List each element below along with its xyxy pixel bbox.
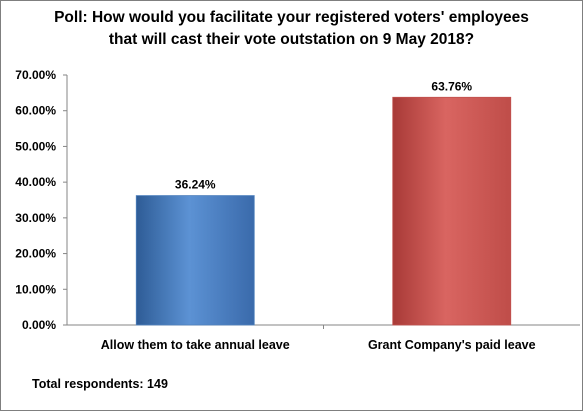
y-tick-label: 10.00% <box>15 282 56 296</box>
x-category-label: Grant Company's paid leave <box>368 338 536 352</box>
bar-value-label: 63.76% <box>431 79 472 93</box>
y-tick-label: 30.00% <box>15 211 56 225</box>
y-tick-label: 20.00% <box>15 247 56 261</box>
total-respondents: Total respondents: 149 <box>32 377 168 391</box>
bar-value-label: 36.24% <box>175 178 216 192</box>
y-tick-label: 40.00% <box>15 175 56 189</box>
y-tick-label: 60.00% <box>15 104 56 118</box>
y-tick-label: 0.00% <box>22 318 56 332</box>
y-tick-label: 50.00% <box>15 139 56 153</box>
chart-title-line-2: that will cast their vote outstation on … <box>108 31 475 48</box>
bar-1 <box>135 195 255 326</box>
y-tick-label: 70.00% <box>15 68 56 82</box>
bar-2 <box>392 96 512 326</box>
chart-title: Poll: How would you facilitate your regi… <box>0 7 583 51</box>
chart-title-line-1: Poll: How would you facilitate your regi… <box>54 9 529 26</box>
x-category-label: Allow them to take annual leave <box>101 338 290 352</box>
